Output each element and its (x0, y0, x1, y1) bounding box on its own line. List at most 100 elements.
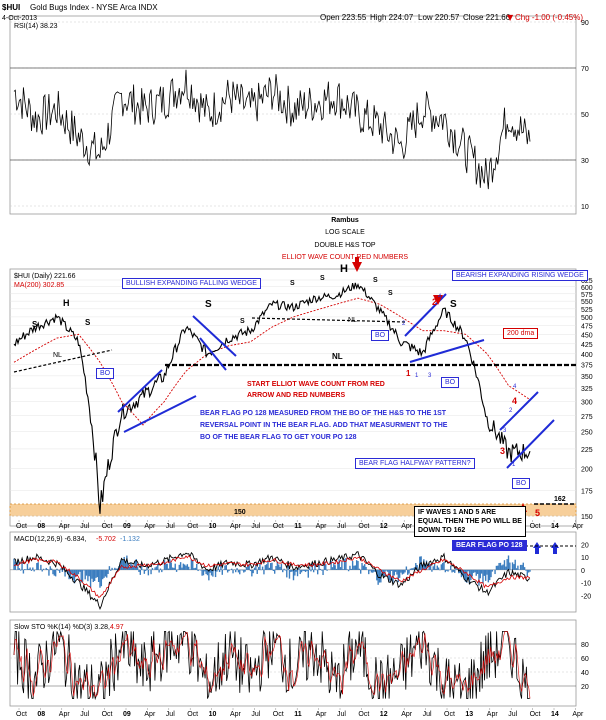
wave-1-label: 1 (406, 369, 411, 378)
index-name: Gold Bugs Index - NYSE Arca INDX (30, 3, 158, 12)
rsi-tick-label: 50 (581, 112, 589, 119)
price-tick-label: 225 (581, 447, 593, 454)
rsi-series (13, 69, 531, 190)
ma-200-line (13, 297, 531, 426)
elliot-start-line2: ARROW AND RED NUMBERS (247, 392, 345, 399)
price-tick-label: 425 (581, 342, 593, 349)
shoulder-label: S (290, 280, 295, 287)
rsi-tick-label: 90 (581, 20, 589, 27)
price-tick-label: 150 (581, 514, 593, 521)
x-tick-label: 10 (209, 711, 217, 718)
price-tick-label: 375 (581, 362, 593, 369)
up-arrow-stem (553, 548, 557, 554)
x-tick-label: 12 (380, 523, 388, 530)
price-tick-label: 250 (581, 430, 593, 437)
x-tick-label: 11 (294, 711, 302, 718)
x-tick-label: Apr (230, 523, 242, 530)
ma-label: MA(200) 302.85 (14, 282, 64, 289)
price-tick-label: 275 (581, 414, 593, 421)
down-arrow-icon (352, 262, 362, 272)
x-tick-label: Apr (144, 711, 156, 718)
x-tick-label: 14 (551, 523, 559, 530)
pattern-title: DOUBLE H&S TOP (314, 242, 376, 249)
x-tick-label: Jul (251, 523, 260, 530)
bear-flag-line2: REVERSAL POINT IN THE BEAR FLAG. ADD THA… (200, 422, 448, 429)
x-tick-label: Apr (401, 523, 413, 530)
rsi-line (13, 69, 531, 190)
x-tick-label: Oct (358, 711, 369, 718)
author-label: Rambus (331, 217, 359, 224)
rsi-panel (9, 15, 577, 215)
x-tick-label: Apr (572, 711, 584, 718)
wave-5-label: 5 (535, 508, 540, 518)
shoulder-label: S (205, 299, 212, 310)
x-tick-label: 09 (123, 711, 131, 718)
wave-4-label: 4 (512, 396, 517, 406)
price-tick-label: 525 (581, 307, 593, 314)
x-tick-label: Apr (401, 711, 413, 718)
rsi-axis: 90 70 50 30 10 (581, 20, 589, 211)
price-tick-label: 350 (581, 374, 593, 381)
price-label: $HUI (Daily) 221.66 (14, 273, 76, 280)
x-tick-label: Apr (572, 523, 584, 530)
price-tick-label: 325 (581, 386, 593, 393)
x-tick-label: Oct (273, 711, 284, 718)
x-tick-label: Oct (530, 523, 541, 530)
sto-lines (13, 629, 531, 701)
subwave-3-label: 3 (503, 428, 507, 434)
macd-po-label: BEAR FLAG PO 128 (452, 540, 527, 551)
bear-flag-line1: BEAR FLAG PO 128 MEASURED FROM THE BO OF… (200, 410, 447, 417)
rsi-tick-label: 70 (581, 66, 589, 73)
ma-series (13, 297, 531, 426)
rsi-label: RSI(14) 38.23 (14, 23, 58, 30)
x-tick-label: 12 (380, 711, 388, 718)
x-tick-label: 08 (37, 523, 45, 530)
price-tick-label: 550 (581, 299, 593, 306)
x-axis-labels-bottom: Oct 08 Apr Jul Oct 09 Apr Jul Oct 10 Apr Jul Oct 11 Ap… (16, 708, 584, 718)
wedge-rising-label: BEARISH EXPANDING RISING WEDGE (452, 270, 588, 281)
bear-flag-note: BEAR FLAG PO 128 MEASURED FROM THE BO OF… (200, 410, 449, 441)
price-tick-label: 625 (581, 278, 593, 285)
x-tick-label: Apr (144, 523, 156, 530)
head-label: H (63, 298, 70, 308)
x-tick-label: Apr (316, 523, 328, 530)
sto-axis: 80 60 40 20 (581, 642, 589, 691)
x-tick-label: Oct (187, 523, 198, 530)
shoulder-label: S (85, 318, 91, 327)
neckline-h-top (251, 317, 406, 323)
neckline-label: NL (53, 352, 62, 359)
subwave-1-label: 1 (512, 462, 516, 468)
x-tick-label: Oct (16, 523, 27, 530)
x-tick-label: Jul (337, 711, 346, 718)
down-arrow-stem (355, 257, 359, 263)
macd-signal-series (13, 555, 531, 598)
bo-label: BO (371, 330, 390, 341)
up-arrow-stem (535, 548, 539, 554)
subwave-4-label: 4 (513, 384, 517, 390)
x-tick-label: Jul (423, 711, 432, 718)
uptrend-2009 (117, 369, 163, 413)
elliot-start-note: START ELLIOT WAVE COUNT FROM RED ARROW A… (247, 381, 387, 399)
subwave-3-label: 3 (428, 373, 432, 379)
price-tick-label: 500 (581, 315, 593, 322)
macd-tick-label: -20 (581, 593, 591, 600)
x-tick-label: Apr (487, 711, 499, 718)
subwave-2-label: 2 (402, 321, 406, 327)
neckline-label: NL (348, 317, 357, 324)
sto-label: Slow STO %K(14) %D(3) 3.28, (14, 624, 110, 631)
x-tick-label: Apr (59, 523, 71, 530)
wave-3-label: 3 (500, 446, 505, 456)
neckline-left (13, 349, 113, 373)
macd-tick-label: -10 (581, 581, 591, 588)
macd-hist-value: -1.132 (120, 536, 140, 543)
x-tick-label: 09 (123, 523, 131, 530)
bo-label: BO (441, 377, 460, 388)
shoulder-label: S (240, 318, 245, 325)
x-tick-label: 10 (209, 523, 217, 530)
dma-label: 200 dma (503, 328, 539, 339)
x-tick-label: 08 (37, 711, 45, 718)
sto-tick-label: 40 (581, 670, 589, 677)
x-tick-label: Oct (358, 523, 369, 530)
sto-tick-label: 60 (581, 656, 589, 663)
